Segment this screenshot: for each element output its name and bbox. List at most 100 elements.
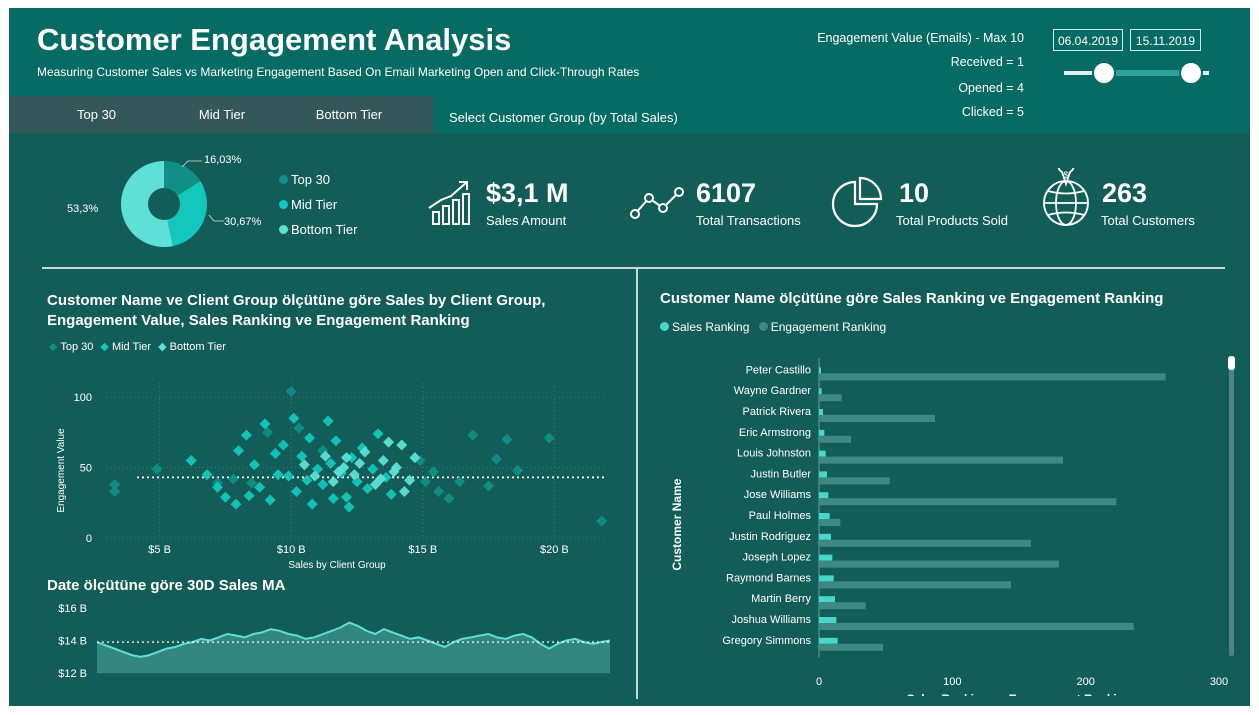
scatter-point[interactable] [212,481,224,493]
scatter-point[interactable] [277,439,289,451]
pie-legend-top30[interactable]: Top 30 [279,172,330,187]
scatter-point[interactable] [501,433,513,445]
scatter-point[interactable] [483,480,495,492]
scatter-point[interactable] [367,463,379,475]
bar-engagement-ranking[interactable] [819,498,1117,506]
tab-mid-tier[interactable]: Mid Tier [198,107,246,122]
scatter-point[interactable] [512,464,524,476]
scatter-point[interactable] [109,478,121,490]
bar-engagement-ranking[interactable] [819,560,1059,568]
scatter-point[interactable] [369,478,381,490]
scatter-point[interactable] [409,452,421,464]
scatter-point[interactable] [259,418,271,430]
scatter-point[interactable] [375,473,387,485]
scatter-point[interactable] [396,439,408,451]
bar-sales-ranking[interactable] [819,429,825,436]
pie-legend-bottom[interactable]: Bottom Tier [279,222,357,237]
scatter-point[interactable] [351,476,363,488]
scatter-point[interactable] [304,432,316,444]
scatter-point[interactable] [467,429,479,441]
scatter-point[interactable] [333,466,345,478]
scatter-point[interactable] [283,470,295,482]
area-line[interactable] [96,621,611,658]
scatter-point[interactable] [264,494,276,506]
scatter-point[interactable] [427,466,439,478]
bar-scrollbar[interactable] [1229,358,1234,656]
scatter-point[interactable] [340,491,352,503]
date-slider-end-handle[interactable] [1179,61,1203,85]
scatter-point[interactable] [340,452,352,464]
scatter-point[interactable] [290,486,302,497]
bar-engagement-ranking[interactable] [819,415,935,422]
bar-sales-ranking[interactable] [819,513,830,519]
scatter-point[interactable] [227,473,239,485]
scatter-point[interactable] [543,432,555,444]
scatter-point[interactable] [398,486,410,497]
bar-sales-ranking[interactable] [819,409,823,415]
scatter-point[interactable] [185,455,197,466]
scatter-point[interactable] [293,422,305,434]
bar-sales-ranking[interactable] [819,492,829,499]
scatter-point[interactable] [230,498,242,510]
date-end-input[interactable]: 15.11.2019 [1130,29,1201,51]
scatter-point[interactable] [490,453,502,465]
scatter-point[interactable] [254,481,266,493]
date-slider-start-handle[interactable] [1092,61,1116,85]
scatter-point[interactable] [262,426,274,438]
bar-engagement-ranking[interactable] [819,435,851,443]
scatter-point[interactable] [317,478,329,490]
bar-sales-ranking[interactable] [819,554,833,561]
scatter-point[interactable] [296,450,308,462]
scatter-point[interactable] [151,463,163,475]
bar-scrollbar-thumb[interactable] [1228,356,1235,370]
scatter-point[interactable] [377,455,389,466]
bar-sales-ranking[interactable] [819,471,827,478]
scatter-point[interactable] [272,469,284,481]
scatter-point[interactable] [383,436,395,448]
scatter-point[interactable] [219,491,231,503]
bar-engagement-ranking[interactable] [819,602,866,610]
bar-engagement-ranking[interactable] [819,539,1031,547]
scatter-point[interactable] [454,476,466,488]
bar-engagement-ranking[interactable] [819,477,890,485]
scatter-point[interactable] [309,470,321,482]
scatter-point[interactable] [327,476,339,488]
scatter-point[interactable] [596,515,608,527]
scatter-point[interactable] [330,435,342,447]
scatter-point[interactable] [306,498,318,510]
scatter-point[interactable] [322,415,334,427]
scatter-point[interactable] [243,490,255,502]
scatter-point[interactable] [233,445,245,457]
bar-sales-ranking[interactable] [819,617,837,623]
scatter-point[interactable] [319,450,331,462]
bar-sales-ranking[interactable] [819,596,835,603]
bar-sales-ranking[interactable] [819,533,831,540]
scatter-point[interactable] [354,457,366,469]
scatter-point[interactable] [404,474,416,486]
scatter-point[interactable] [325,457,337,469]
scatter-point[interactable] [288,412,300,424]
bar-engagement-ranking[interactable] [819,519,841,526]
bar-engagement-ranking[interactable] [819,623,1134,630]
scatter-point[interactable] [201,469,213,481]
pie-slice-3[interactable] [120,161,173,247]
scatter-point[interactable] [443,493,455,505]
scatter-point[interactable] [419,476,431,488]
scatter-point[interactable] [246,477,258,489]
bar-sales-ranking[interactable] [819,367,821,374]
bar-engagement-ranking[interactable] [819,581,1011,589]
scatter-point[interactable] [301,474,313,486]
pie-legend-mid[interactable]: Mid Tier [279,197,337,212]
date-start-input[interactable]: 06.04.2019 [1053,29,1123,51]
scatter-point[interactable] [269,447,281,459]
bar-engagement-ranking[interactable] [819,373,1166,381]
scatter-point[interactable] [327,493,339,505]
scatter-point[interactable] [385,488,397,500]
scatter-point[interactable] [338,462,350,474]
scatter-point[interactable] [240,429,252,441]
bar-sales-ranking[interactable] [819,450,826,457]
bar-sales-ranking[interactable] [819,575,834,582]
scatter-point[interactable] [348,469,360,481]
scatter-point[interactable] [285,385,297,397]
bar-engagement-ranking[interactable] [819,643,883,651]
